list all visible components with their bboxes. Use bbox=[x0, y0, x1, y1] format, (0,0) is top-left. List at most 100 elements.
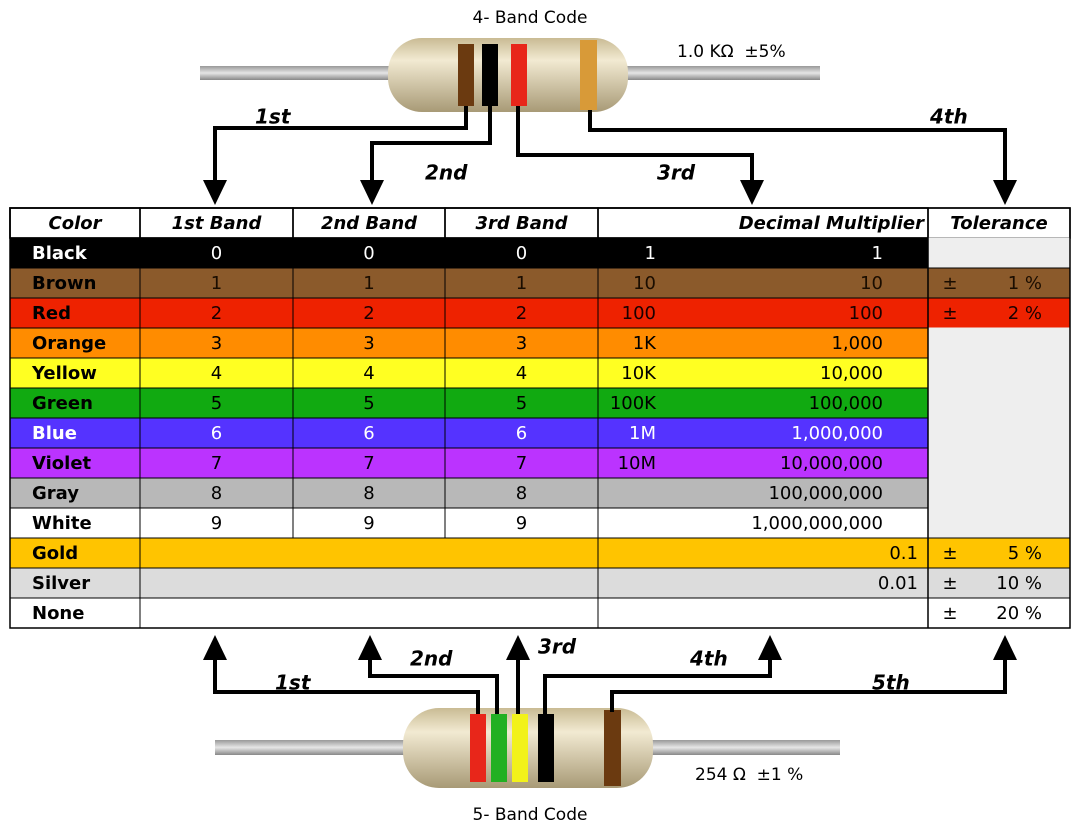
band-label: 1st bbox=[275, 671, 312, 695]
color-name: Silver bbox=[32, 573, 90, 594]
multiplier-short: 1 bbox=[645, 243, 656, 264]
tolerance-cell bbox=[927, 567, 1071, 599]
band-digit: 0 bbox=[211, 243, 222, 264]
band-cell bbox=[444, 447, 599, 479]
tolerance-sign: ± bbox=[942, 543, 957, 564]
multiplier-cell bbox=[597, 537, 929, 569]
multiplier-value: 10,000,000 bbox=[780, 453, 883, 474]
band-label: 3rd bbox=[657, 161, 696, 185]
band-digit: 2 bbox=[516, 303, 527, 324]
color-name: None bbox=[32, 603, 84, 624]
multiplier-cell bbox=[597, 597, 929, 629]
color-name: Violet bbox=[32, 453, 92, 474]
tolerance-cell bbox=[927, 297, 1071, 329]
band-cell bbox=[444, 507, 599, 539]
tolerance-cell bbox=[927, 387, 1071, 419]
tolerance-cell bbox=[927, 507, 1071, 539]
multiplier-value: 100,000,000 bbox=[768, 483, 883, 504]
header-label: Decimal Multiplier bbox=[739, 213, 925, 234]
color-cell bbox=[9, 297, 141, 329]
band-cell bbox=[444, 327, 599, 359]
tolerance-sign: ± bbox=[942, 603, 957, 624]
color-name: Gold bbox=[32, 543, 78, 564]
band-cell bbox=[139, 357, 294, 389]
multiplier-short: 1K bbox=[633, 333, 657, 354]
band-label: 4th bbox=[689, 647, 728, 671]
band-cell bbox=[292, 387, 446, 419]
header-label: Color bbox=[49, 213, 103, 234]
multiplier-value: 0.1 bbox=[889, 543, 918, 564]
tolerance-sign: ± bbox=[942, 303, 957, 324]
band-digit: 7 bbox=[211, 453, 222, 474]
color-code-table: Color 1st Band 2nd Band 3rd Band Decimal Mul… bbox=[9, 207, 1071, 629]
band-cell bbox=[139, 477, 294, 509]
multiplier-cell bbox=[597, 447, 929, 479]
multiplier-short: 1M bbox=[629, 423, 656, 444]
band-digit: 4 bbox=[516, 363, 527, 384]
band-cell bbox=[139, 597, 599, 629]
band-cell bbox=[139, 297, 294, 329]
bottom-title: 5- Band Code bbox=[473, 805, 588, 825]
band-digit: 7 bbox=[516, 453, 527, 474]
multiplier-cell bbox=[597, 357, 929, 389]
band-cell bbox=[444, 387, 599, 419]
band-cell bbox=[292, 297, 446, 329]
band-label: 4th bbox=[929, 105, 968, 129]
tolerance-value: 5 % bbox=[1008, 543, 1042, 564]
color-cell bbox=[9, 477, 141, 509]
multiplier-cell bbox=[597, 477, 929, 509]
band-cell bbox=[139, 567, 599, 599]
header-label: Tolerance bbox=[950, 213, 1047, 234]
band-digit: 6 bbox=[516, 423, 527, 444]
color-cell bbox=[9, 357, 141, 389]
band-label: 5th bbox=[872, 671, 910, 695]
tolerance-value: 1 % bbox=[1008, 273, 1042, 294]
band-digit: 8 bbox=[363, 483, 374, 504]
band-digit: 6 bbox=[211, 423, 222, 444]
band-digit: 3 bbox=[516, 333, 527, 354]
band-cell bbox=[292, 237, 446, 269]
color-cell bbox=[9, 447, 141, 479]
multiplier-cell bbox=[597, 297, 929, 329]
band-digit: 9 bbox=[211, 513, 222, 534]
band-cell bbox=[292, 357, 446, 389]
tolerance-cell bbox=[927, 447, 1071, 479]
header-label: 2nd Band bbox=[321, 213, 418, 234]
bottom-arrows bbox=[203, 635, 1017, 714]
color-name: Brown bbox=[32, 273, 96, 294]
tolerance-cell bbox=[927, 417, 1071, 449]
table-border bbox=[9, 207, 1071, 629]
multiplier-value: 1,000,000 bbox=[791, 423, 883, 444]
band-label: 2nd bbox=[410, 647, 453, 671]
band-cell bbox=[444, 417, 599, 449]
band-digit: 1 bbox=[211, 273, 222, 294]
band-digit: 3 bbox=[363, 333, 374, 354]
band-label: 2nd bbox=[425, 161, 468, 185]
multiplier-cell bbox=[597, 387, 929, 419]
band-digit: 1 bbox=[363, 273, 374, 294]
multiplier-value: 10 bbox=[860, 273, 883, 294]
band-cell bbox=[444, 237, 599, 269]
header-label: 3rd Band bbox=[475, 213, 568, 234]
band-label: 3rd bbox=[538, 635, 577, 659]
band-cell bbox=[139, 537, 599, 569]
band-digit: 2 bbox=[211, 303, 222, 324]
band-cell bbox=[444, 477, 599, 509]
band-digit: 0 bbox=[363, 243, 374, 264]
multiplier-cell bbox=[597, 237, 929, 269]
multiplier-short: 10 bbox=[633, 273, 656, 294]
tolerance-cell bbox=[927, 267, 1071, 299]
resistor-5-band bbox=[215, 708, 840, 788]
multiplier-short: 10K bbox=[621, 363, 657, 384]
band-digit: 4 bbox=[363, 363, 374, 384]
band-cell bbox=[444, 297, 599, 329]
tolerance-cell bbox=[927, 327, 1071, 359]
multiplier-cell bbox=[597, 507, 929, 539]
tolerance-cell bbox=[927, 357, 1071, 389]
band-digit: 9 bbox=[363, 513, 374, 534]
header-label: 1st Band bbox=[172, 213, 263, 234]
tolerance-cell bbox=[927, 237, 1071, 269]
color-name: Black bbox=[32, 243, 88, 264]
tolerance-value: 20 % bbox=[996, 603, 1042, 624]
